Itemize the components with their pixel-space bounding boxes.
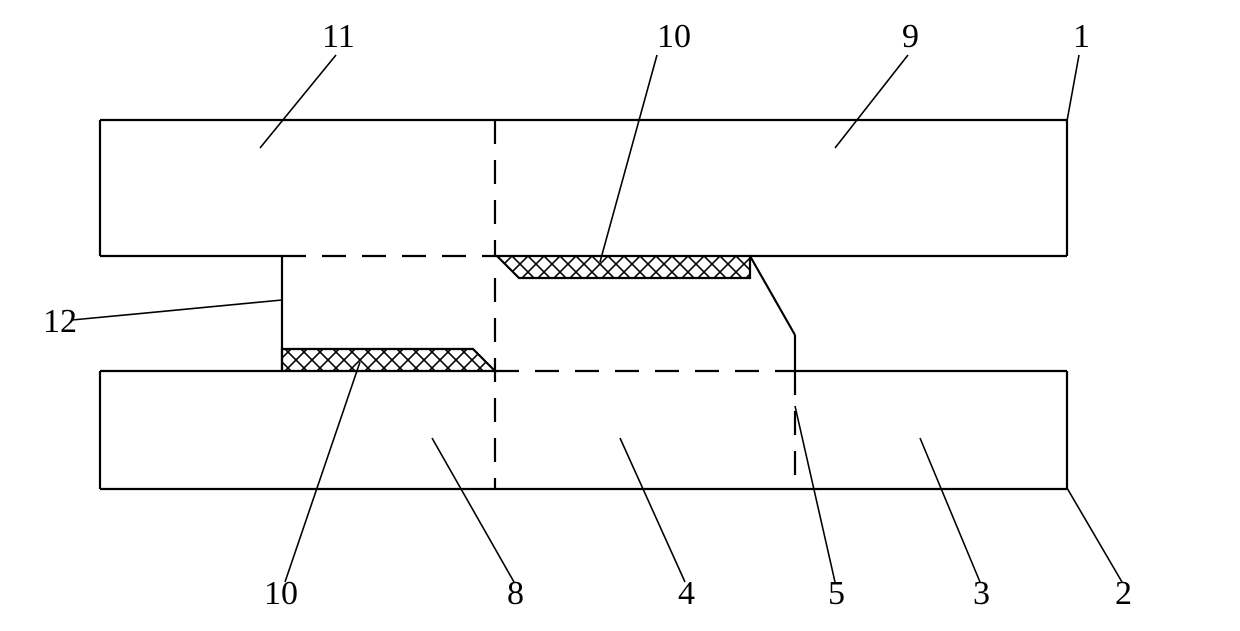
label-4: 4	[678, 575, 695, 612]
label-11: 11	[322, 18, 355, 55]
label-10_bottom: 10	[264, 575, 298, 612]
hatch-region-upper	[497, 256, 750, 278]
label-3: 3	[973, 575, 990, 612]
label-5: 5	[828, 575, 845, 612]
label-2: 2	[1115, 575, 1132, 612]
label-8: 8	[507, 575, 524, 612]
label-10_top: 10	[657, 18, 691, 55]
label-1: 1	[1073, 18, 1090, 55]
label-12: 12	[43, 303, 77, 340]
hatch-region-lower	[282, 349, 495, 371]
label-9: 9	[902, 18, 919, 55]
